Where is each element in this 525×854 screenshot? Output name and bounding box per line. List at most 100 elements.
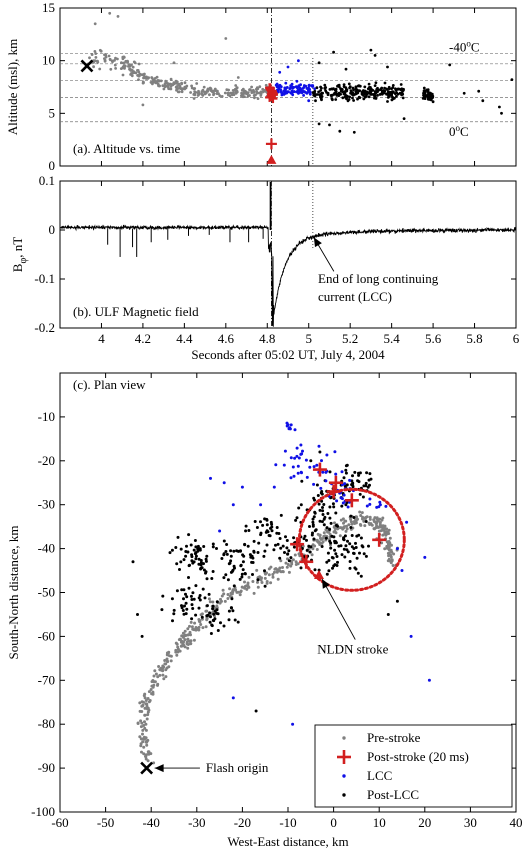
post-lcc-point	[311, 91, 315, 94]
pre-stroke-point	[363, 524, 367, 528]
lcc-point	[231, 503, 235, 507]
post-lcc-point	[263, 549, 267, 553]
post-lcc-point	[426, 92, 430, 96]
post-lcc-point	[187, 586, 191, 590]
panel-c-xtick-label: -30	[188, 815, 205, 830]
post-lcc-point	[213, 617, 217, 621]
lcc-point	[284, 81, 288, 85]
panel-b-marks: End of long continuing current (LCC)	[59, 181, 517, 328]
post-lcc-point	[274, 543, 277, 547]
lcc-point	[295, 454, 299, 458]
panel-a-frame	[59, 7, 517, 167]
post-lcc-point	[191, 561, 195, 565]
pre-stroke-point	[238, 593, 242, 597]
pre-stroke-point	[260, 581, 264, 584]
pre-stroke-point	[164, 662, 168, 666]
pre-stroke-point	[122, 61, 126, 65]
pre-stroke-point	[347, 523, 351, 527]
post-lcc-point	[185, 607, 189, 611]
pre-stroke-point	[255, 90, 259, 94]
pre-stroke-point	[226, 93, 230, 97]
post-lcc-point	[352, 130, 356, 134]
post-lcc-point	[179, 547, 183, 551]
post-lcc-point	[287, 559, 291, 563]
lcc-point	[293, 456, 297, 460]
pre-stroke-point	[143, 692, 147, 696]
post-lcc-point	[211, 604, 215, 608]
post-lcc-point	[194, 613, 198, 617]
pre-stroke-point	[232, 93, 236, 96]
pre-stroke-point	[201, 626, 205, 630]
post-lcc-point	[355, 556, 359, 560]
post-lcc-point	[510, 78, 514, 81]
pre-stroke-point	[133, 61, 137, 65]
post-lcc-point	[337, 544, 341, 548]
pre-stroke-point	[188, 630, 192, 634]
post-lcc-point	[317, 122, 321, 126]
post-lcc-point	[319, 85, 322, 89]
panel-c-xtick-label: 0	[330, 815, 337, 830]
post-lcc-point	[240, 575, 244, 579]
post-lcc-point	[263, 517, 267, 521]
pre-stroke-point	[192, 97, 196, 100]
post-lcc-point	[345, 94, 349, 98]
pre-stroke-point	[123, 64, 127, 68]
pre-stroke-point	[384, 533, 388, 537]
pre-stroke-point	[276, 577, 280, 581]
lcc-point	[299, 88, 303, 92]
post-lcc-point	[381, 91, 385, 95]
post-lcc-point	[334, 98, 338, 101]
pre-stroke-point	[279, 559, 283, 563]
post-lcc-point	[194, 545, 198, 549]
post-lcc-point	[229, 559, 233, 563]
panel-b-xtick-label: 4.6	[218, 331, 235, 346]
pre-stroke-point	[141, 103, 145, 107]
post-stroke-marker	[312, 462, 327, 477]
pre-stroke-point	[96, 60, 100, 64]
post-lcc-point	[430, 96, 434, 100]
pre-stroke-point	[199, 613, 203, 617]
post-lcc-point	[185, 544, 188, 548]
post-lcc-point	[387, 93, 390, 97]
pre-stroke-point	[151, 82, 154, 86]
panel-b-ytick-label: 0.1	[39, 173, 55, 188]
pre-stroke-point	[146, 710, 150, 714]
pre-stroke-point	[146, 77, 150, 80]
post-lcc-point	[308, 525, 311, 528]
post-lcc-point	[216, 612, 220, 616]
post-lcc-point	[171, 619, 174, 623]
pre-stroke-point	[224, 37, 228, 40]
lcc-point	[319, 486, 323, 490]
pre-stroke-point	[190, 625, 194, 629]
lcc-point	[291, 722, 295, 726]
post-lcc-point	[179, 560, 183, 564]
post-lcc-point	[333, 541, 337, 545]
pre-stroke-point	[205, 618, 209, 622]
post-lcc-point	[168, 551, 172, 555]
pre-stroke-point	[144, 736, 148, 740]
pre-stroke-point	[181, 87, 184, 90]
post-lcc-point	[229, 549, 233, 553]
post-lcc-point	[354, 567, 358, 571]
pre-stroke-point	[180, 90, 184, 94]
panel-b-ytick-label: -0.1	[34, 271, 55, 286]
flash-origin-marker	[80, 59, 94, 73]
pre-stroke-point	[253, 96, 256, 100]
post-stroke-marker	[372, 532, 387, 547]
post-lcc-point	[354, 546, 358, 549]
pre-stroke-point	[281, 566, 284, 569]
post-lcc-point	[333, 548, 337, 552]
post-lcc-point	[377, 88, 380, 92]
pre-stroke-point	[256, 580, 259, 584]
pre-stroke-point	[177, 638, 181, 642]
post-lcc-point	[181, 609, 185, 612]
lcc-point	[296, 471, 300, 475]
post-lcc-point	[315, 483, 319, 487]
post-lcc-point	[232, 584, 236, 588]
pre-stroke-point	[113, 59, 116, 62]
post-lcc-point	[357, 95, 361, 99]
pre-stroke-point	[163, 85, 167, 89]
post-lcc-point	[191, 591, 195, 595]
pre-stroke-point	[204, 625, 208, 629]
post-lcc-point	[343, 555, 347, 559]
